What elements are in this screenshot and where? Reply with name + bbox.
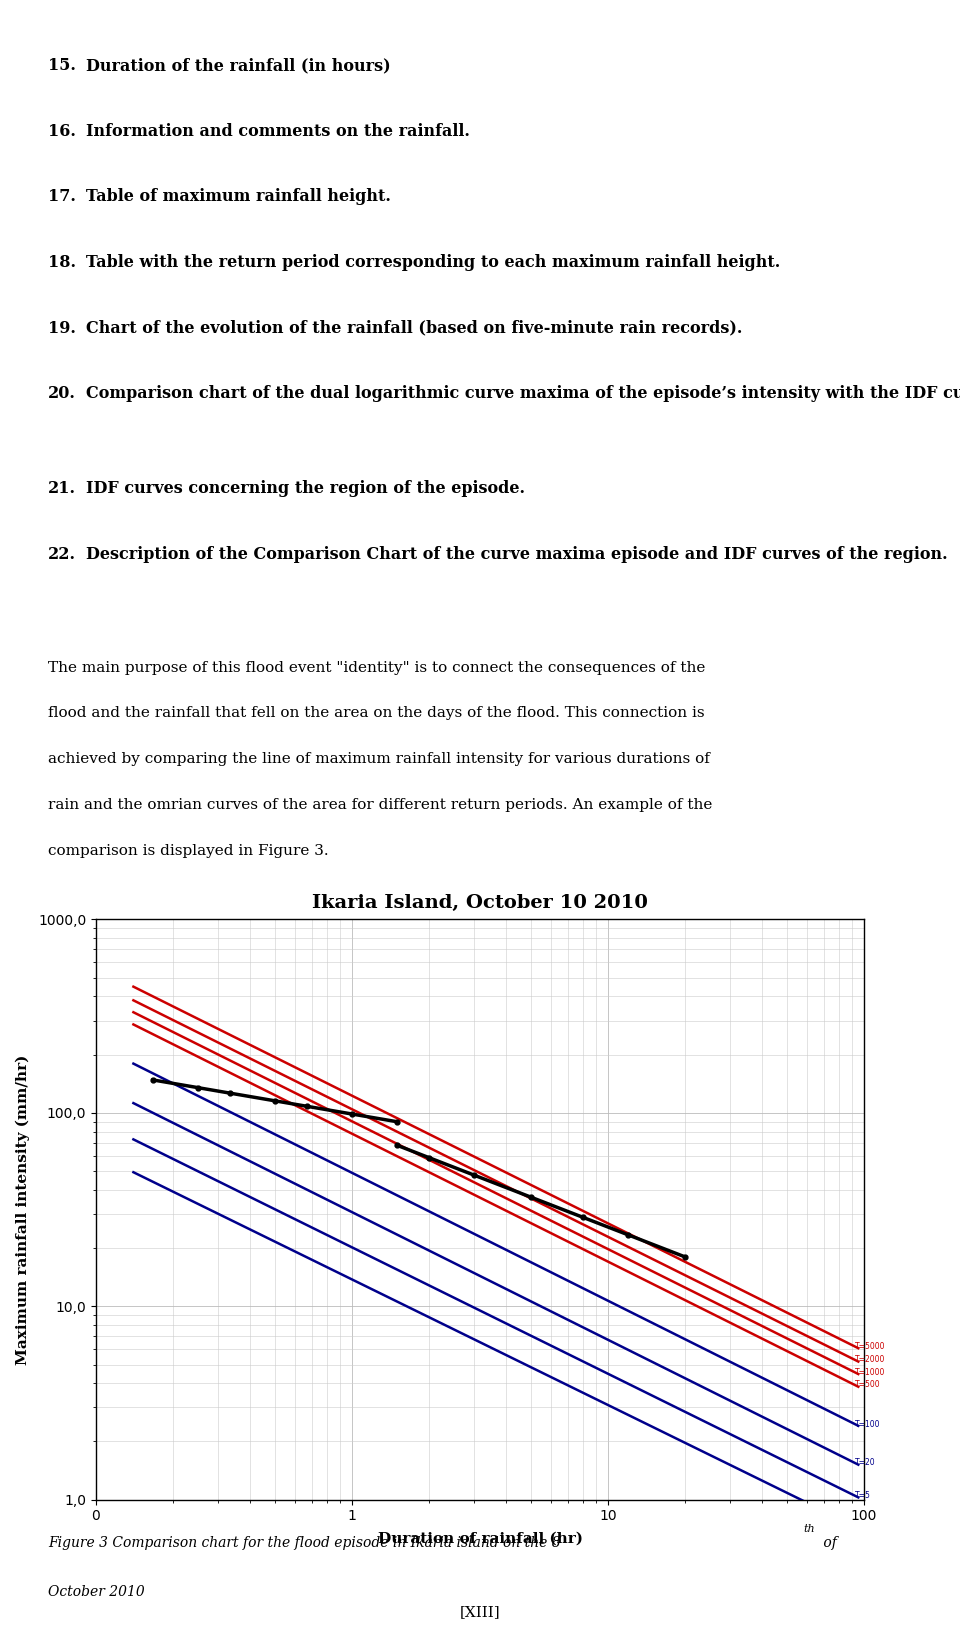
X-axis label: Duration of rainfall (hr): Duration of rainfall (hr) [377,1532,583,1546]
Text: [XIII]: [XIII] [460,1605,500,1619]
Text: Comparison chart of the dual logarithmic curve maxima of the episode’s intensity: Comparison chart of the dual logarithmic… [86,385,960,402]
Title: Ikaria Island, October 10 2010: Ikaria Island, October 10 2010 [312,895,648,913]
Text: 17.: 17. [48,188,76,205]
Text: Information and comments on the rainfall.: Information and comments on the rainfall… [86,123,470,139]
Text: T=500: T=500 [854,1380,880,1390]
Text: comparison is displayed in Figure 3.: comparison is displayed in Figure 3. [48,844,328,859]
Text: T=100: T=100 [854,1419,880,1429]
Text: IDF curves concerning the region of the episode.: IDF curves concerning the region of the … [86,480,525,497]
Text: 16.: 16. [48,123,76,139]
Text: October 2010: October 2010 [48,1585,145,1600]
Text: flood and the rainfall that fell on the area on the days of the flood. This conn: flood and the rainfall that fell on the … [48,706,705,721]
Text: T=5: T=5 [854,1491,871,1500]
Text: The main purpose of this flood event "identity" is to connect the consequences o: The main purpose of this flood event "id… [48,661,706,675]
Text: Table with the return period corresponding to each maximum rainfall height.: Table with the return period correspondi… [86,254,780,270]
Text: 15.: 15. [48,57,76,74]
Text: Description of the Comparison Chart of the curve maxima episode and IDF curves o: Description of the Comparison Chart of t… [86,546,948,562]
Text: Chart of the evolution of the rainfall (based on five-minute rain records).: Chart of the evolution of the rainfall (… [86,320,743,336]
Text: 19.: 19. [48,320,76,336]
Text: T=20: T=20 [854,1459,876,1467]
Text: T=2000: T=2000 [854,1355,885,1364]
Text: th: th [804,1524,815,1534]
Text: T=1000: T=1000 [854,1369,885,1377]
Text: rain and the omrian curves of the area for different return periods. An example : rain and the omrian curves of the area f… [48,798,712,813]
Text: achieved by comparing the line of maximum rainfall intensity for various duratio: achieved by comparing the line of maximu… [48,752,709,767]
Text: 21.: 21. [48,480,76,497]
Text: Table of maximum rainfall height.: Table of maximum rainfall height. [86,188,392,205]
Text: 22.: 22. [48,546,76,562]
Text: Duration of the rainfall (in hours): Duration of the rainfall (in hours) [86,57,391,74]
Text: Figure 3 Comparison chart for the flood episode in Ikaria island on the 8: Figure 3 Comparison chart for the flood … [48,1536,561,1550]
Y-axis label: Maximum rainfall intensity (mm/hr): Maximum rainfall intensity (mm/hr) [15,1054,30,1365]
Text: 20.: 20. [48,385,76,402]
Text: 18.: 18. [48,254,76,270]
Text: T=5000: T=5000 [854,1342,885,1351]
Text: of: of [819,1536,837,1550]
